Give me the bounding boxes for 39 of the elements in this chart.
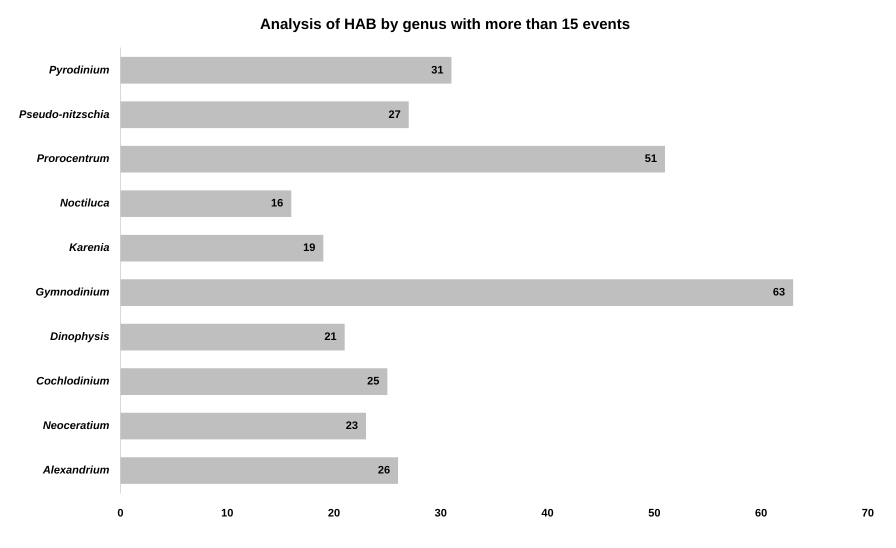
bar	[120, 190, 292, 218]
y-tick-label: Noctiluca	[60, 198, 110, 210]
data-label: 25	[367, 376, 380, 388]
x-tick-label: 30	[434, 507, 447, 520]
y-tick-label: Pseudo-nitzschia	[18, 108, 110, 121]
y-tick-label: Karenia	[69, 242, 110, 254]
x-tick-label: 60	[754, 507, 768, 520]
x-tick-label: 20	[328, 507, 340, 520]
data-label: 31	[431, 64, 444, 76]
x-tick-label: 70	[862, 507, 874, 520]
y-tick-label: Pyrodinium	[48, 64, 110, 76]
data-label: 63	[772, 286, 786, 299]
data-label: 27	[388, 108, 401, 121]
bar	[120, 56, 452, 84]
x-tick-label: 40	[541, 507, 554, 520]
bar	[120, 101, 409, 128]
data-label: 51	[644, 153, 658, 166]
y-tick-label: Gymnodinium	[36, 286, 110, 299]
bar	[120, 412, 366, 440]
y-tick-label: Neoceratium	[42, 420, 110, 432]
data-label: 23	[346, 420, 358, 432]
y-tick-label: Alexandrium	[42, 464, 110, 477]
bar	[120, 324, 345, 350]
data-label: 21	[324, 331, 337, 344]
x-tick-label: 0	[117, 507, 124, 520]
y-tick-label: Cochlodinium	[36, 376, 110, 388]
bar	[120, 279, 794, 306]
y-tick-label: Prorocentrum	[36, 153, 110, 166]
data-label: 19	[303, 242, 316, 254]
data-label: 26	[378, 464, 390, 477]
data-label: 16	[271, 198, 284, 210]
x-tick-label: 10	[221, 507, 234, 520]
bar	[120, 146, 666, 173]
chart-title: Analysis of HAB by genus with more than 15 events	[260, 16, 630, 34]
x-tick-label: 50	[648, 507, 660, 520]
bar	[120, 368, 388, 395]
bar	[120, 234, 324, 262]
bar	[120, 457, 398, 484]
y-tick-label: Dinophysis	[50, 331, 110, 344]
